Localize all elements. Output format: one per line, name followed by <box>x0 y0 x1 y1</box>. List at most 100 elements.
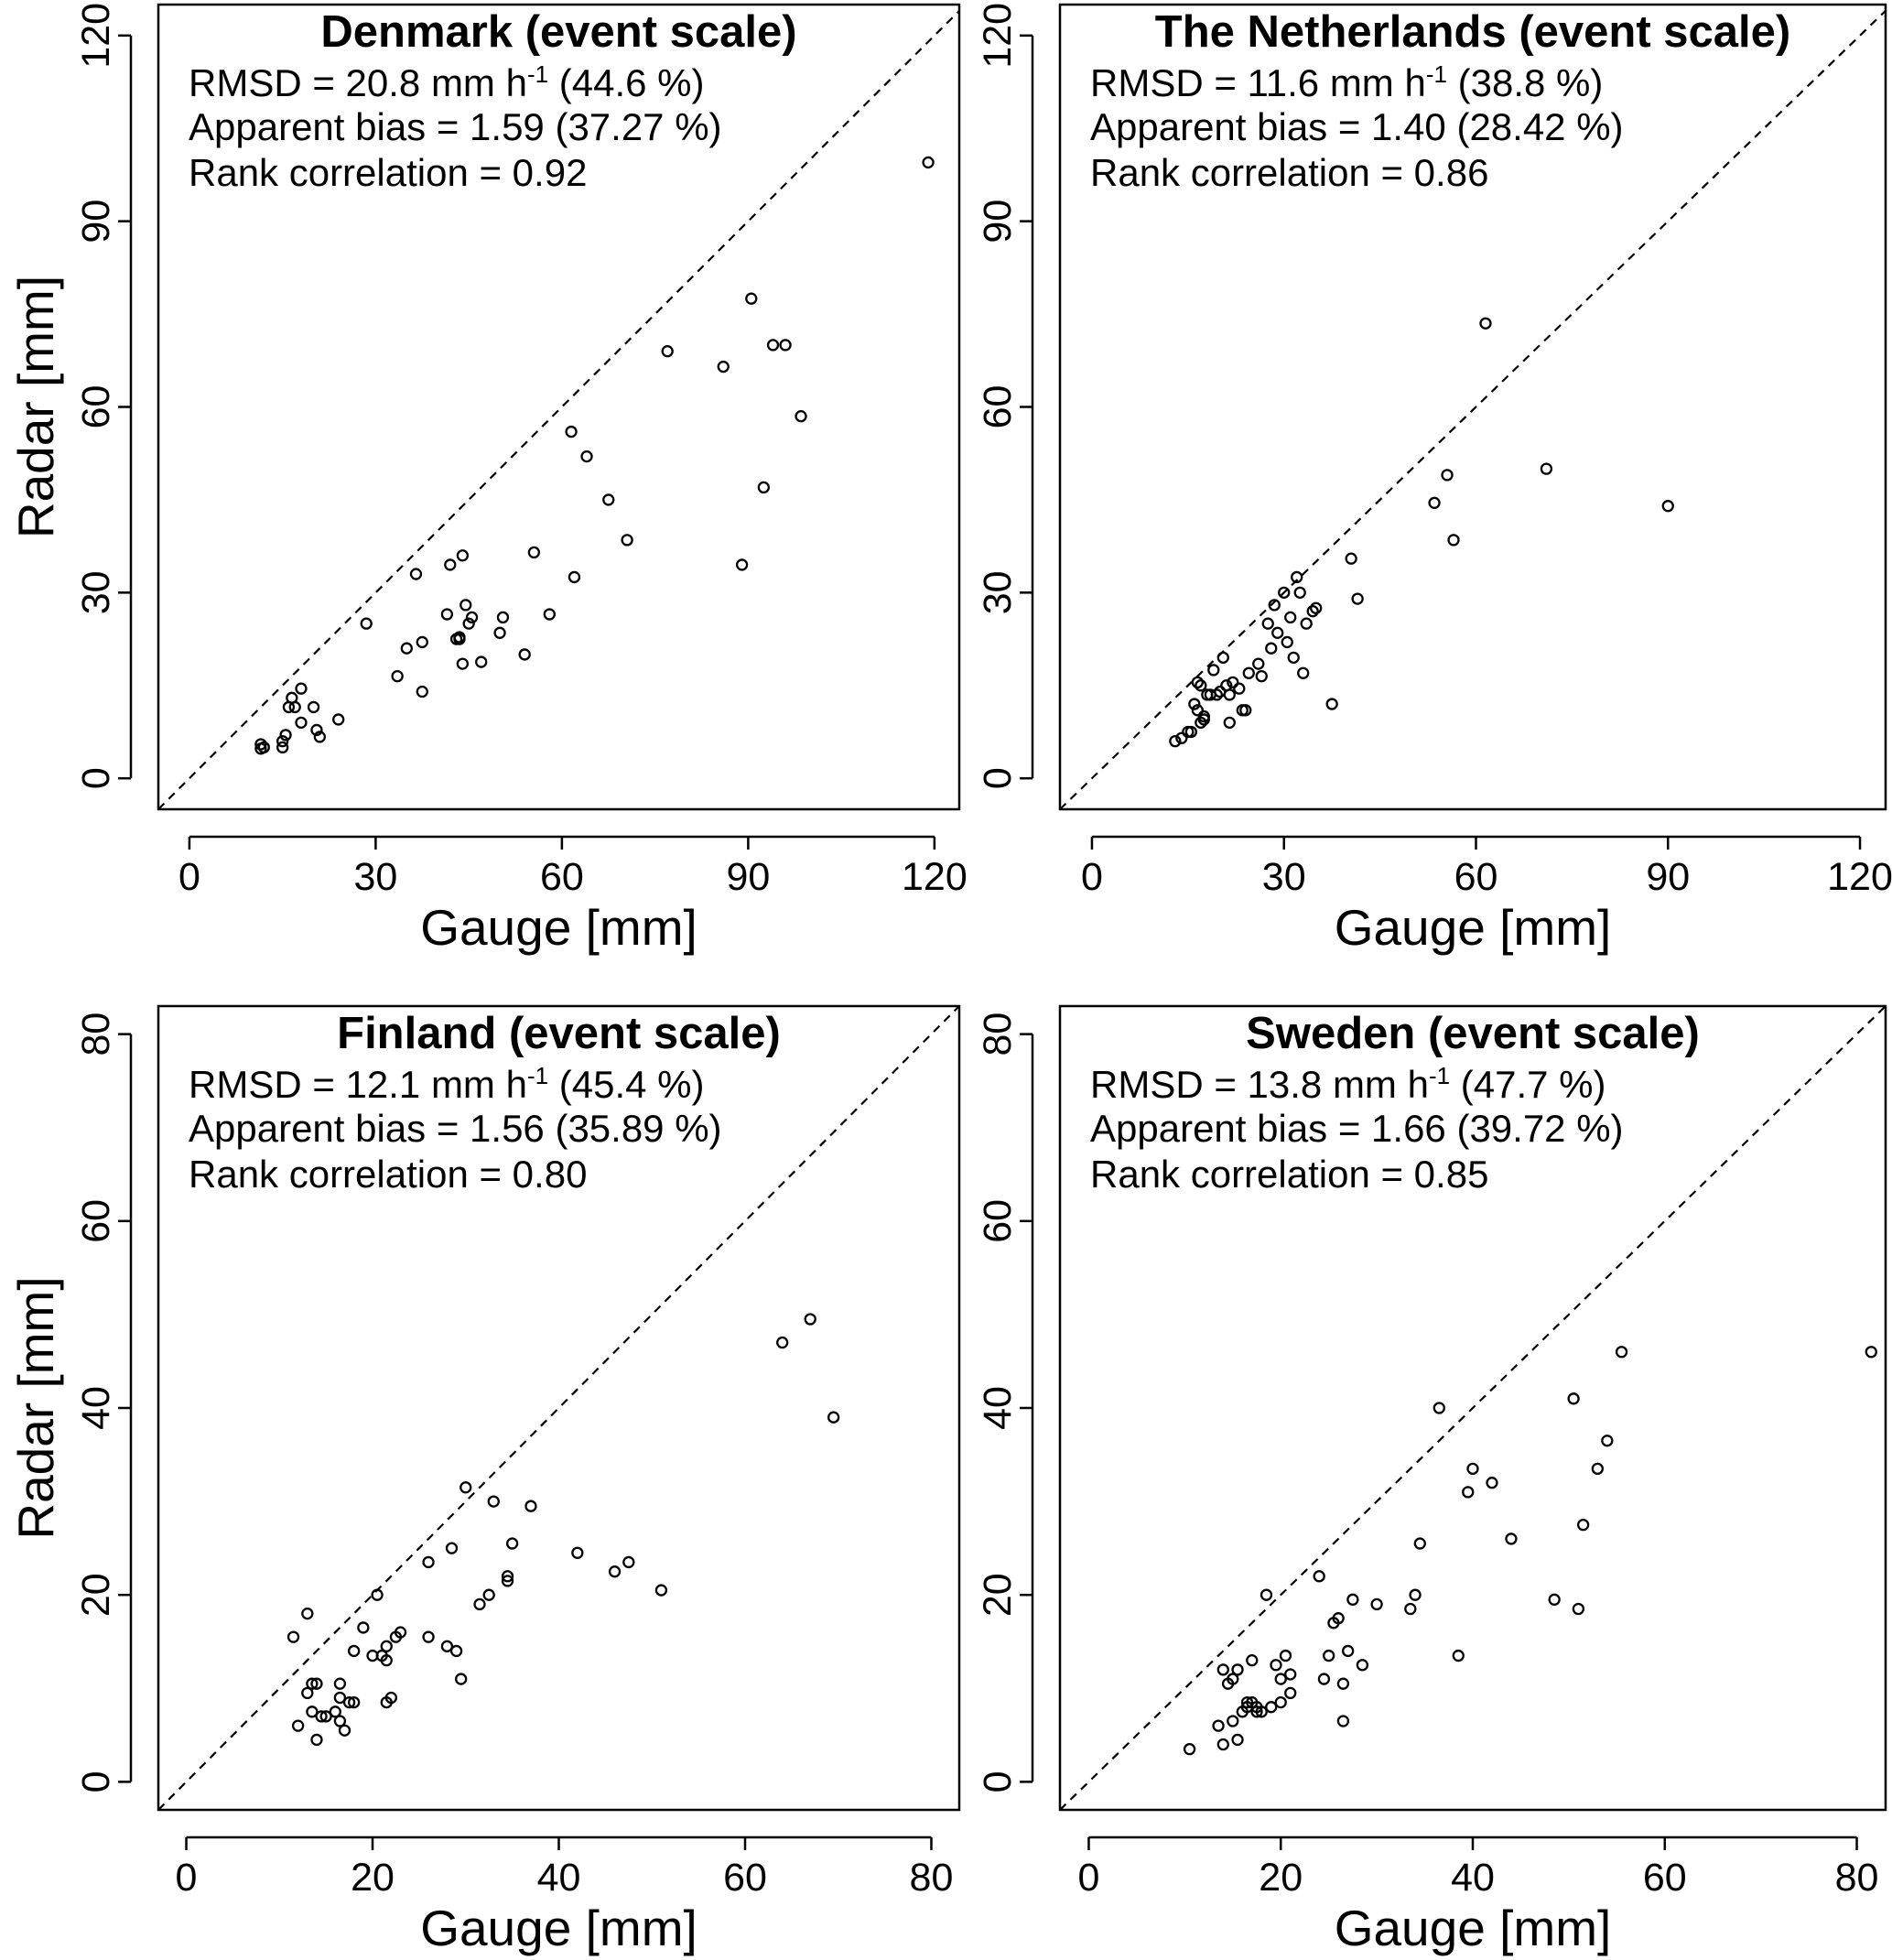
data-point <box>1231 1733 1244 1747</box>
data-point <box>391 669 404 683</box>
data-point <box>1661 500 1674 513</box>
data-point <box>459 1481 472 1494</box>
y-tick-label: 80 <box>74 1012 118 1056</box>
data-point <box>1233 682 1246 695</box>
data-point <box>922 156 935 169</box>
data-point <box>1351 592 1364 605</box>
plot-frame <box>1058 1004 1887 1812</box>
data-point <box>1216 1738 1229 1751</box>
data-point <box>319 1710 332 1723</box>
scatter-panel-4: 0 20 40 60 80 Gauge [mm] 0 20 40 60 80 Sweden (even… <box>976 1004 1887 1956</box>
data-point <box>342 1695 356 1709</box>
y-tick-label: 40 <box>976 1386 1020 1430</box>
data-point <box>453 631 466 644</box>
data-point <box>306 1677 319 1690</box>
data-point <box>1246 1654 1259 1667</box>
data-point <box>1250 1706 1263 1718</box>
rmsd-text: RMSD = 12.1 mm h-1 (45.4 %) <box>189 1062 704 1106</box>
y-tick-label: 30 <box>976 570 1020 614</box>
data-point <box>456 657 470 670</box>
x-axis-label: Gauge [mm] <box>1335 1900 1612 1956</box>
y-tick-label: 40 <box>74 1386 118 1430</box>
data-point <box>1313 1570 1325 1583</box>
data-point <box>310 1733 323 1747</box>
data-point <box>333 1715 347 1727</box>
y-tick-label: 60 <box>976 1199 1020 1243</box>
x-tick-label: 40 <box>1451 1856 1495 1900</box>
data-point <box>1346 1593 1359 1606</box>
x-axis-label: Gauge [mm] <box>1335 899 1612 956</box>
data-point <box>804 1313 816 1326</box>
data-point <box>493 626 506 639</box>
data-point <box>1404 1602 1417 1616</box>
data-point <box>1216 651 1229 664</box>
data-point <box>1356 1659 1369 1672</box>
y-tick-label: 20 <box>74 1573 118 1617</box>
x-tick-label: 120 <box>902 855 968 899</box>
data-point <box>776 1336 789 1349</box>
data-point <box>1169 734 1182 748</box>
data-point <box>384 1691 398 1705</box>
data-point <box>527 546 541 559</box>
data-point <box>416 685 428 698</box>
data-point <box>462 617 475 630</box>
data-point <box>1576 1518 1590 1532</box>
data-point <box>501 1575 514 1587</box>
x-tick-label: 90 <box>1646 855 1690 899</box>
data-point <box>1466 1462 1479 1476</box>
data-point <box>1572 1602 1585 1616</box>
data-point <box>1197 709 1210 723</box>
data-point <box>779 339 792 352</box>
data-point <box>757 481 770 494</box>
data-point <box>1345 552 1357 565</box>
data-point <box>400 642 413 655</box>
y-axis-label: Radar [mm] <box>7 1276 64 1539</box>
data-point <box>487 1495 500 1508</box>
y-tick-label: 20 <box>976 1573 1020 1617</box>
y-tick-label: 90 <box>976 200 1020 244</box>
data-point <box>1462 1486 1475 1499</box>
data-point <box>1293 586 1306 599</box>
plot-frame <box>157 3 961 811</box>
data-point <box>1615 1346 1628 1359</box>
data-point <box>473 1597 486 1611</box>
data-point <box>1505 1532 1518 1545</box>
panel-title: Finland (event scale) <box>337 1009 781 1058</box>
y-tick-label: 120 <box>74 3 118 69</box>
data-point <box>348 1644 361 1658</box>
data-point <box>329 1706 341 1718</box>
y-tick-label: 120 <box>976 3 1020 69</box>
rank-correlation-text: Rank correlation = 0.85 <box>1090 1153 1488 1196</box>
data-point <box>1279 1649 1292 1662</box>
plot-frame <box>157 1004 961 1812</box>
y-axis-label: Radar [mm] <box>7 276 64 538</box>
x-tick-label: 60 <box>540 855 584 899</box>
data-point <box>380 1654 393 1667</box>
y-tick-label: 0 <box>74 1770 118 1792</box>
data-point <box>543 608 556 621</box>
data-point <box>1274 1695 1287 1709</box>
data-point <box>1195 679 1207 692</box>
data-point <box>440 608 454 621</box>
data-point <box>1284 611 1297 624</box>
x-tick-label: 80 <box>910 1856 954 1900</box>
x-tick-label: 40 <box>537 1856 581 1900</box>
data-point <box>1332 1612 1345 1625</box>
data-point <box>291 1719 305 1732</box>
data-point <box>524 1500 537 1512</box>
data-point <box>1231 1663 1244 1676</box>
y-tick-label: 60 <box>976 385 1020 429</box>
y-tick-label: 0 <box>976 1770 1020 1792</box>
data-point <box>602 493 615 506</box>
x-tick-label: 60 <box>723 1856 767 1900</box>
y-tick-label: 30 <box>74 570 118 614</box>
data-point <box>795 409 807 423</box>
data-point <box>1223 716 1236 729</box>
data-point <box>1281 635 1293 649</box>
data-point <box>1300 617 1313 630</box>
data-point <box>254 738 267 751</box>
x-tick-label: 120 <box>1827 855 1892 899</box>
one-to-one-line <box>158 1006 959 1810</box>
data-point <box>1252 657 1265 670</box>
x-tick-label: 60 <box>1454 855 1498 899</box>
